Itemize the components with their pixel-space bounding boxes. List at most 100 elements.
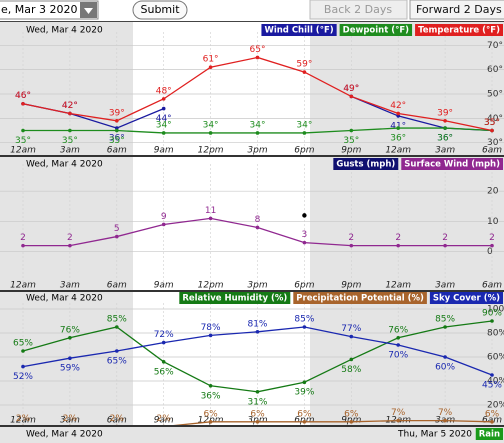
data-point [21,243,25,248]
x-tick-label: 3am [435,146,455,156]
value-label: 34° [296,120,312,130]
value-label: 2% [63,414,78,424]
value-label: 35° [109,136,125,146]
value-label: 3 [302,230,308,240]
value-label: 52% [13,372,33,382]
value-label: 6% [485,409,500,419]
value-label: 65% [13,339,33,349]
value-label: 65% [107,357,127,367]
legend-box [415,24,503,36]
value-label: 61° [203,55,219,65]
x-tick-label: 12am [10,146,36,156]
data-point [161,222,166,227]
submit-button[interactable] [132,0,188,20]
data-point [255,131,260,135]
legend-label: Dewpoint (°F) [343,26,410,36]
value-label: 35° [484,118,500,128]
value-label: 36° [437,134,453,144]
data-point [161,360,166,364]
legend-box [475,428,503,440]
data-point [349,357,354,362]
value-label: 36° [390,134,406,144]
x-tick-label: 3am [60,281,80,291]
value-label: 77% [341,324,361,334]
night-shade [0,22,133,427]
data-point [255,55,260,60]
data-point [68,111,72,116]
value-label: 39° [109,108,125,118]
data-point [443,243,447,248]
x-tick-label: 6am [482,146,502,156]
data-point [21,364,25,369]
value-label: 58% [341,365,361,375]
data-point [302,131,307,135]
x-tick-label: 12am [10,416,36,426]
data-point [396,243,401,248]
value-label: 5 [114,224,120,234]
value-label: 85% [435,315,455,325]
x-tick-label: 9am [154,146,174,156]
data-point [490,243,494,248]
value-label: 60% [435,363,455,373]
x-tick-label: 12am [385,146,411,156]
value-label: 36% [201,391,221,401]
data-point [21,349,25,353]
back-button[interactable] [309,0,408,20]
data-point [115,325,119,329]
value-label: 36° [109,134,125,144]
value-label: 34° [250,120,266,130]
value-label: 7% [391,408,406,418]
data-point [443,118,447,123]
data-point [208,131,213,135]
x-tick-label: 3pm [247,281,267,291]
data-point [208,420,213,424]
data-point [255,390,260,394]
value-label: 31% [247,397,267,407]
footer-strip [0,425,504,443]
day-label: Wed, Mar 4 2020 [26,294,103,304]
data-point [302,325,307,329]
value-label: 76% [388,325,408,335]
data-point [490,319,494,323]
data-point [161,106,166,111]
data-point [161,131,166,135]
value-label: 48° [156,86,172,96]
value-label: 59° [296,60,312,70]
value-label: 46° [15,91,31,101]
forward-button[interactable] [409,0,504,20]
data-point [208,216,213,221]
data-point [302,70,307,74]
value-label: 49° [343,84,359,94]
night-shade [310,22,504,427]
x-tick-label: 3am [60,416,80,426]
forward-label: Forward 2 Days [416,3,502,16]
submit-label: Submit [140,3,180,16]
legend-label: Relative Humidity (%) [182,294,287,304]
y-tick-label: 70° [487,41,503,51]
value-label: 85% [294,315,314,325]
legend-label: Gusts (mph) [336,160,395,170]
value-label: 44° [156,114,172,124]
value-label: 81% [247,319,267,329]
x-tick-label: 12am [385,281,411,291]
data-point [302,380,307,385]
legend-box [333,158,399,170]
data-point [443,355,447,359]
data-point [161,97,166,101]
x-tick-label: 9am [154,416,174,426]
data-point [396,343,401,347]
data-point [115,128,119,133]
value-label: 6% [203,409,218,419]
value-label: 9 [161,212,167,222]
value-label: 6% [250,409,265,419]
legend-label: Wind Chill (°F) [264,26,333,36]
x-tick-label: 12pm [198,146,224,156]
panel: Wed, Mar 4 2020 30° 40° 50° 60° 70° 12am 3am 6am… [0,24,504,156]
date-select[interactable] [0,0,99,20]
y-tick-label: 40% [487,377,504,387]
footer-day: Wed, Mar 4 2020 [26,430,103,440]
data-point [490,420,494,424]
x-tick-label: 3am [435,281,455,291]
value-label: 6% [344,409,359,419]
value-label: 78% [201,323,221,333]
